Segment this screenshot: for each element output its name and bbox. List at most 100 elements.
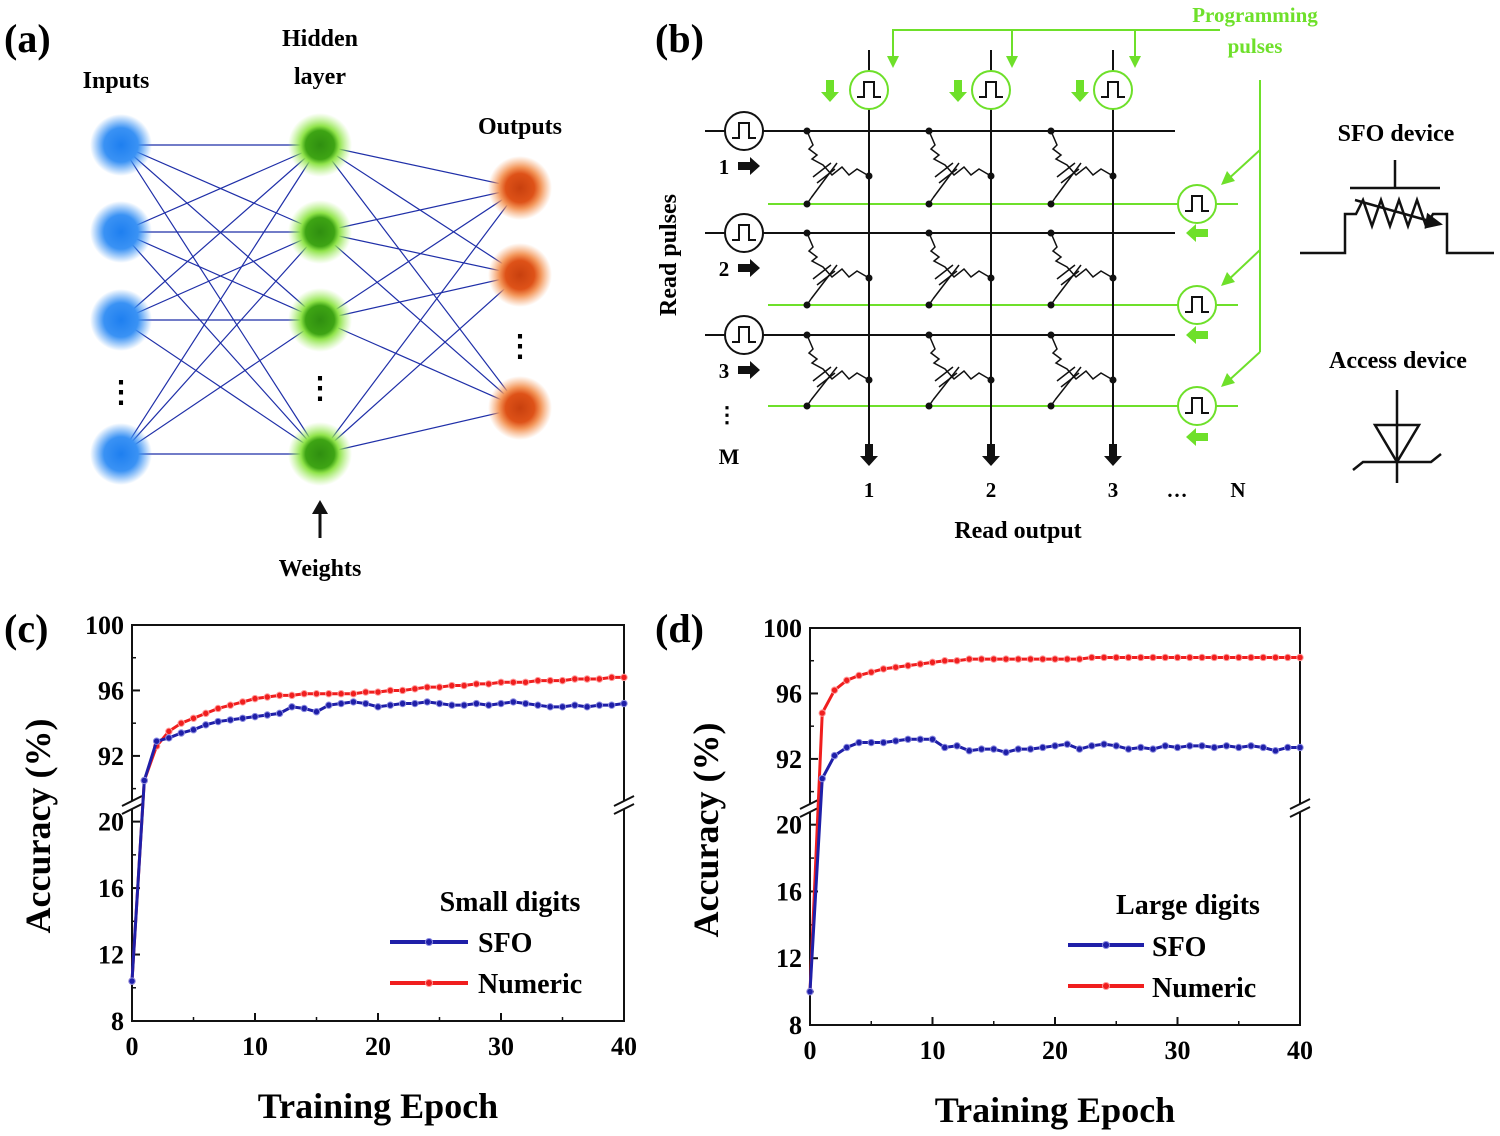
inputs-label: Inputs: [83, 68, 150, 94]
pulse-icon: [1185, 296, 1209, 313]
axis-break-gap: [126, 801, 138, 809]
data-point-numeric: [1051, 655, 1059, 663]
data-point-sfo: [546, 703, 554, 711]
hidden-label-line2: layer: [294, 64, 346, 90]
sfo-device-icon: [806, 130, 870, 177]
programming-pulse-source: [849, 70, 889, 110]
chart-d-xlabel: Training Epoch: [935, 1090, 1175, 1130]
series-line-numeric: [808, 655, 1300, 992]
access-device-icon: [812, 366, 832, 382]
data-point-sfo: [226, 716, 235, 724]
access-device-icon: [1050, 298, 1056, 306]
data-point-numeric: [1026, 655, 1035, 663]
output-neuron: [488, 376, 552, 440]
data-point-sfo: [928, 735, 937, 743]
sfo-device-symbol: [1300, 160, 1494, 255]
x-tick-label: 40: [611, 1032, 637, 1061]
outputs-label: Outputs: [478, 114, 562, 140]
connection-line: [319, 187, 521, 321]
sfo-device-icon: [1050, 334, 1114, 381]
data-point-sfo: [165, 734, 173, 742]
data-point-numeric: [1247, 653, 1255, 662]
data-point-numeric: [1259, 653, 1267, 662]
weights-label: Weights: [279, 556, 362, 582]
data-point-numeric: [1112, 653, 1120, 662]
data-point-sfo: [1149, 745, 1157, 753]
chart-c-xlabel: Training Epoch: [258, 1086, 498, 1126]
arrow-head-icon: [1006, 56, 1018, 68]
data-point-sfo: [583, 703, 591, 711]
y-tick-label: 12: [776, 944, 802, 973]
input-neuron: [90, 423, 152, 485]
data-point-sfo: [892, 737, 900, 745]
data-point-numeric: [435, 683, 444, 691]
data-point-sfo: [140, 776, 149, 785]
col-label-1: 1: [864, 478, 875, 502]
data-point-numeric: [1271, 653, 1280, 662]
row-label-last: M: [719, 444, 740, 469]
y-tick-label: 20: [776, 811, 802, 840]
access-device-icon: [932, 162, 960, 199]
program-arrow-icon: [1186, 326, 1208, 344]
y-tick-label: 92: [98, 742, 124, 771]
data-point-numeric: [300, 690, 308, 698]
data-point-numeric: [509, 678, 517, 686]
output-neuron: [488, 243, 552, 307]
col-more-dots: …: [1167, 478, 1188, 502]
access-device-icon: [1050, 399, 1056, 407]
data-point-numeric: [1149, 653, 1157, 662]
x-tick-label: 20: [1042, 1036, 1068, 1065]
hidden-neuron: [288, 200, 352, 264]
data-point-sfo: [595, 701, 604, 709]
y-tick-label: 96: [98, 676, 124, 705]
sfo-device-icon: [928, 334, 992, 381]
access-device-icon: [928, 197, 934, 205]
network-neurons: [90, 113, 552, 486]
row-label-1: 1: [719, 155, 730, 179]
input-neuron: [90, 289, 152, 351]
chart-c-ylabel: Accuracy (%): [18, 719, 58, 934]
connection-line: [120, 144, 321, 321]
data-point-sfo: [1173, 743, 1182, 752]
data-point-sfo: [472, 699, 481, 708]
data-point-numeric: [977, 655, 986, 663]
arrow-head-icon: [1129, 56, 1141, 68]
data-point-sfo: [1075, 745, 1084, 753]
programming-pulse-source: [1093, 70, 1133, 110]
programming-pulse-source: [1177, 285, 1217, 325]
programming-pulses-label-line2: pulses: [1228, 34, 1283, 58]
chart-d-legend-numeric-text: Numeric: [1152, 973, 1256, 1004]
pulse-icon: [979, 81, 1003, 98]
data-point-numeric: [571, 675, 579, 683]
axis-break-gap: [1294, 804, 1306, 812]
data-point-numeric: [386, 686, 394, 695]
program-arrow-icon: [1071, 80, 1089, 102]
data-point-numeric: [460, 681, 468, 690]
sfo-device-icon: [806, 232, 870, 279]
data-point-sfo: [1247, 742, 1255, 750]
hidden-neuron: [288, 288, 352, 352]
connection-line: [319, 274, 521, 321]
y-tick-label: 12: [98, 941, 124, 970]
data-point-sfo: [1088, 742, 1096, 750]
programming-pulse-line: [1134, 29, 1220, 66]
access-device-icon: [938, 372, 958, 388]
data-point-numeric: [904, 661, 912, 670]
data-point-sfo: [1271, 747, 1280, 755]
program-arrow-icon: [1186, 428, 1208, 446]
access-device-icon: [1060, 168, 1080, 184]
data-point-sfo: [843, 743, 851, 752]
data-point-numeric: [941, 657, 949, 665]
data-point-sfo: [1198, 742, 1206, 750]
data-point-numeric: [398, 686, 407, 695]
panel-b: (b) Programming pulses Read pulses Read …: [655, 3, 1494, 544]
data-point-sfo: [485, 701, 493, 709]
read-pulse-source: [724, 213, 764, 253]
row-label-3: 3: [719, 359, 730, 383]
programming-pulse-line: [1011, 29, 1180, 66]
data-point-numeric: [288, 691, 296, 700]
program-arrow-icon: [1186, 224, 1208, 242]
plot-frame: [809, 627, 1301, 1026]
crossbar-array: [705, 29, 1261, 466]
